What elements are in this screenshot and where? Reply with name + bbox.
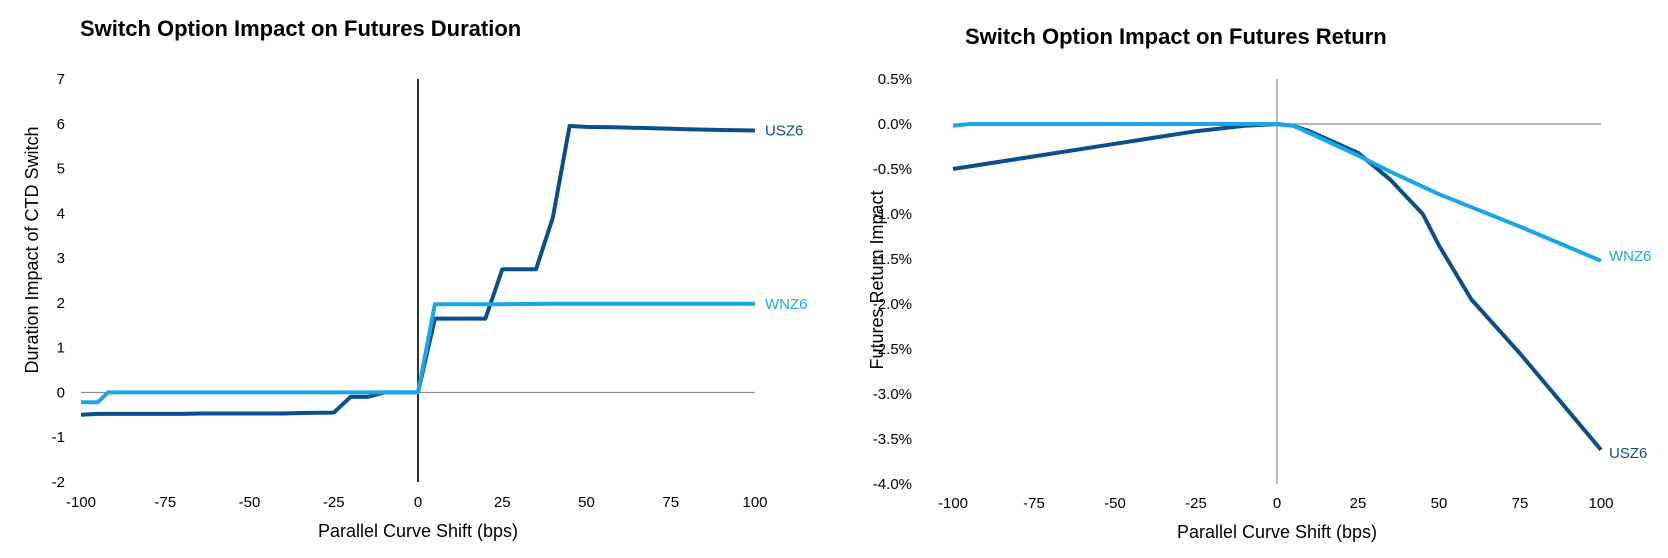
chart-duration: -100 -75 -50 -25 0 25 50 75 100 -2 -1 0 1 2 3 4 5 6 7 Paral… [22, 71, 808, 541]
y-tick-label: -3.5% [873, 431, 912, 448]
y-tick-label: -2 [52, 474, 65, 491]
x-tick-label: 0 [1273, 495, 1281, 512]
y-tick-label: 7 [57, 71, 65, 88]
y-tick-label: 4 [57, 205, 65, 222]
y-tick-label: 6 [57, 116, 65, 133]
series-label-wnz6: WNZ6 [1609, 248, 1652, 265]
chart-title-duration: Switch Option Impact on Futures Duration [80, 16, 522, 41]
chart-return: -100 -75 -50 -25 0 25 50 75 100 -4.0% -3.5% -3.0% -2… [867, 71, 1652, 542]
series-label-wnz6: WNZ6 [765, 296, 808, 313]
x-tick-label: 75 [1512, 495, 1529, 512]
y-tick-label: 0.5% [878, 71, 912, 88]
y-tick-label: -1.5% [873, 251, 912, 268]
y-tick-label: -2.0% [873, 296, 912, 313]
series-line-wnz6 [81, 301, 755, 405]
x-tick-label: 50 [578, 494, 595, 511]
y-tick-label: -0.5% [873, 161, 912, 178]
x-tick-label: 25 [1350, 495, 1367, 512]
y-tick-label: 3 [57, 250, 65, 267]
y-axis-title: Duration Impact of CTD Switch [22, 126, 42, 373]
x-tick-label: -75 [154, 494, 176, 511]
y-tick-label: 2 [57, 295, 65, 312]
chart-title-return: Switch Option Impact on Futures Return [965, 24, 1387, 49]
x-tick-label: 0 [414, 494, 422, 511]
y-tick-label: -3.0% [873, 386, 912, 403]
series-label-usz6: USZ6 [765, 122, 803, 139]
x-tick-label: 50 [1431, 495, 1448, 512]
x-tick-label: 25 [494, 494, 511, 511]
y-tick-label: 0.0% [878, 116, 912, 133]
x-tick-label: 100 [742, 494, 767, 511]
series-label-usz6: USZ6 [1609, 445, 1647, 462]
x-tick-label: -100 [66, 494, 96, 511]
x-tick-label: -50 [1104, 495, 1126, 512]
x-axis-title: Parallel Curve Shift (bps) [1177, 522, 1377, 542]
series-line-wnz6 [952, 122, 1602, 263]
x-tick-label: 75 [662, 494, 679, 511]
y-tick-label: -1.0% [873, 206, 912, 223]
y-tick-label: 0 [57, 384, 65, 401]
x-tick-label: -50 [239, 494, 261, 511]
y-tick-label: 1 [57, 340, 65, 357]
x-tick-label: -75 [1023, 495, 1045, 512]
x-tick-label: -25 [1185, 495, 1207, 512]
x-tick-label: -100 [938, 495, 968, 512]
x-tick-label: 100 [1588, 495, 1613, 512]
y-tick-label: -1 [52, 429, 65, 446]
y-tick-label: -4.0% [873, 476, 912, 493]
series-line-usz6 [80, 124, 756, 417]
y-axis-title: Futures Return Impact [867, 190, 887, 369]
x-tick-label: -25 [323, 494, 345, 511]
y-tick-label: -2.5% [873, 341, 912, 358]
x-axis-title: Parallel Curve Shift (bps) [318, 521, 518, 541]
y-tick-label: 5 [57, 161, 65, 178]
